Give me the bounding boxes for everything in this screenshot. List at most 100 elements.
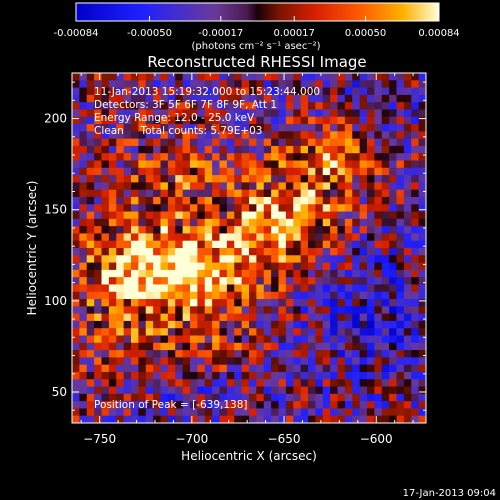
heatmap-cell bbox=[367, 80, 375, 88]
heatmap-cell bbox=[293, 401, 302, 409]
heatmap-cell bbox=[241, 364, 250, 373]
heatmap-cell bbox=[123, 175, 132, 183]
heatmap-cell bbox=[94, 350, 102, 358]
heatmap-cell bbox=[396, 313, 405, 322]
heatmap-cell bbox=[418, 109, 427, 118]
heatmap-cell bbox=[190, 262, 198, 271]
heatmap-cell bbox=[234, 226, 243, 234]
heatmap-cell bbox=[79, 102, 88, 110]
heatmap-cell bbox=[322, 335, 331, 344]
heatmap-cell bbox=[300, 131, 309, 140]
heatmap-cell bbox=[256, 80, 265, 88]
heatmap-cell bbox=[359, 350, 368, 358]
heatmap-cell bbox=[367, 342, 375, 351]
heatmap-cell bbox=[315, 357, 324, 366]
heatmap-cell bbox=[131, 160, 139, 169]
heatmap-cell bbox=[352, 320, 361, 329]
heatmap-cell bbox=[138, 364, 147, 373]
heatmap-cell bbox=[167, 189, 176, 198]
heatmap-cell bbox=[116, 124, 125, 132]
heatmap-cell bbox=[344, 116, 353, 125]
heatmap-cell bbox=[381, 408, 390, 417]
heatmap-cell bbox=[197, 189, 206, 198]
heatmap-cell bbox=[293, 175, 302, 183]
heatmap-cell bbox=[226, 248, 235, 256]
heatmap-cell bbox=[94, 204, 102, 212]
heatmap-cell bbox=[138, 357, 147, 366]
heatmap-cell bbox=[344, 371, 353, 380]
heatmap-cell bbox=[234, 342, 243, 351]
heatmap-cell bbox=[160, 131, 169, 140]
heatmap-cell bbox=[344, 131, 353, 140]
heatmap-cell bbox=[278, 204, 287, 212]
heatmap-cell bbox=[293, 94, 302, 103]
heatmap-cell bbox=[212, 335, 220, 344]
heatmap-cell bbox=[263, 211, 272, 220]
heatmap-cell bbox=[322, 153, 331, 161]
heatmap-cell bbox=[123, 386, 132, 395]
heatmap-cell bbox=[396, 131, 405, 140]
heatmap-cell bbox=[219, 131, 228, 140]
heatmap-cell bbox=[94, 196, 102, 205]
heatmap-cell bbox=[241, 73, 250, 81]
heatmap-cell bbox=[72, 218, 80, 227]
heatmap-cell bbox=[367, 153, 375, 161]
heatmap-cell bbox=[322, 196, 331, 205]
heatmap-cell bbox=[116, 204, 125, 212]
heatmap-cell bbox=[116, 350, 125, 358]
heatmap-cell bbox=[300, 145, 309, 154]
heatmap-cell bbox=[315, 291, 324, 300]
heatmap-cell bbox=[123, 116, 132, 125]
heatmap-cell bbox=[182, 415, 191, 424]
heatmap-cell bbox=[367, 320, 375, 329]
heatmap-cell bbox=[278, 371, 287, 380]
heatmap-cell bbox=[219, 248, 228, 256]
heatmap-cell bbox=[145, 153, 154, 161]
heatmap-cell bbox=[359, 277, 368, 285]
heatmap-cell bbox=[212, 299, 220, 307]
heatmap-cell bbox=[403, 371, 412, 380]
y-tick-label: 100 bbox=[44, 294, 67, 308]
heatmap-cell bbox=[256, 153, 265, 161]
heatmap-cell bbox=[72, 131, 80, 140]
heatmap-cell bbox=[403, 393, 412, 402]
heatmap-cell bbox=[160, 277, 169, 285]
heatmap-cell bbox=[72, 364, 80, 373]
heatmap-cell bbox=[300, 196, 309, 205]
heatmap-cell bbox=[249, 299, 257, 307]
heatmap-cell bbox=[374, 277, 383, 285]
heatmap-cell bbox=[418, 313, 427, 322]
heatmap-cell bbox=[116, 138, 125, 147]
heatmap-cell bbox=[86, 408, 95, 417]
heatmap-cell bbox=[381, 233, 390, 242]
heatmap-cell bbox=[79, 364, 88, 373]
heatmap-cell bbox=[167, 226, 176, 234]
heatmap-cell bbox=[123, 313, 132, 322]
heatmap-cell bbox=[374, 182, 383, 191]
heatmap-cell bbox=[315, 189, 324, 198]
heatmap-cell bbox=[131, 328, 139, 336]
colorbar-gradient bbox=[75, 2, 440, 22]
heatmap-cell bbox=[123, 80, 132, 88]
heatmap-cell bbox=[374, 160, 383, 169]
heatmap-cell bbox=[278, 248, 287, 256]
heatmap-cell bbox=[219, 240, 228, 249]
heatmap-cell bbox=[145, 80, 154, 88]
heatmap-cell bbox=[72, 313, 80, 322]
heatmap-cell bbox=[79, 284, 88, 293]
heatmap-cell bbox=[145, 248, 154, 256]
heatmap-cell bbox=[190, 109, 198, 118]
heatmap-cell bbox=[256, 204, 265, 212]
heatmap-cell bbox=[293, 277, 302, 285]
heatmap-cell bbox=[263, 175, 272, 183]
heatmap-cell bbox=[396, 415, 405, 424]
heatmap-cell bbox=[145, 335, 154, 344]
heatmap-cell bbox=[182, 371, 191, 380]
heatmap-cell bbox=[411, 313, 420, 322]
heatmap-cell bbox=[330, 226, 338, 234]
heatmap-cell bbox=[337, 379, 346, 387]
heatmap-cell bbox=[190, 277, 198, 285]
heatmap-cell bbox=[263, 189, 272, 198]
heatmap-cell bbox=[167, 379, 176, 387]
heatmap-cell bbox=[308, 160, 316, 169]
